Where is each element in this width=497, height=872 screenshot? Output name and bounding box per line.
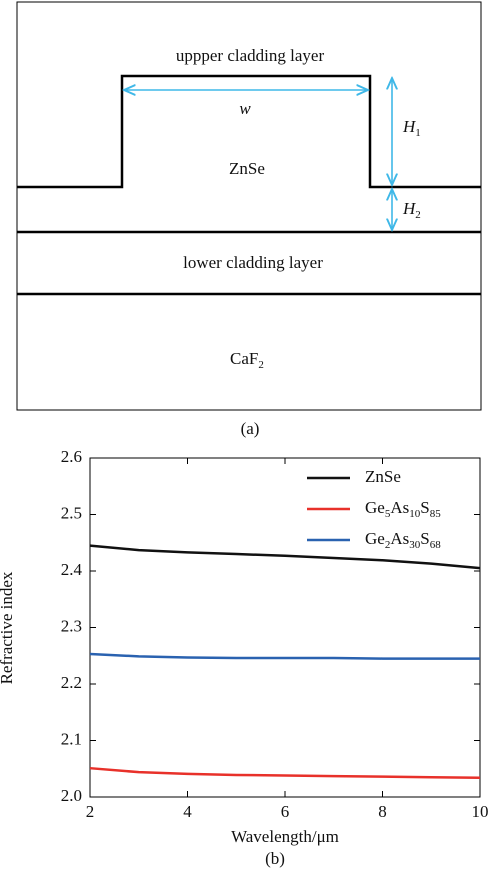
waveguide-diagram: uppper cladding layer w ZnSe H1 H2 lower… <box>16 1 482 438</box>
y-tick-label: 2.5 <box>61 503 82 522</box>
chart: Wavelength/μm (b) Refractive index 2.0 2.… <box>0 447 489 868</box>
upper-label: uppper cladding layer <box>176 46 325 65</box>
y-tick-label: 2.6 <box>61 447 82 466</box>
y-axis-label: Refractive index <box>0 571 16 684</box>
data-line <box>89 652 480 660</box>
x-tick-label: 6 <box>281 802 290 821</box>
data-line <box>89 544 481 570</box>
y-tick-label: 2.1 <box>61 729 82 748</box>
h1-label: H1 <box>402 117 421 139</box>
data-line <box>89 766 481 780</box>
h2-label: H2 <box>402 199 421 221</box>
x-axis-label: Wavelength/μm <box>231 827 339 846</box>
caption: (a) <box>241 419 260 438</box>
substrate-label: CaF2 <box>230 349 264 371</box>
legend-label: Ge2As30S68 <box>365 529 441 551</box>
caption: (b) <box>265 849 285 868</box>
x-tick-label: 4 <box>183 802 192 821</box>
y-tick-label: 2.3 <box>61 616 82 635</box>
y-tick-label: 2.2 <box>61 673 82 692</box>
ridge-outline <box>17 74 481 189</box>
lower-label: lower cladding layer <box>183 253 323 272</box>
diagram-frame <box>16 1 482 411</box>
y-tick-label: 2.0 <box>61 786 82 805</box>
legend-label: ZnSe <box>365 467 401 486</box>
x-tick-label: 10 <box>472 802 489 821</box>
x-tick-label: 2 <box>86 802 95 821</box>
legend-label: Ge5As10S85 <box>365 498 441 520</box>
x-tick-label: 8 <box>378 802 387 821</box>
width-label: w <box>239 99 251 118</box>
core-label: ZnSe <box>229 159 265 178</box>
y-tick-label: 2.4 <box>61 560 83 579</box>
